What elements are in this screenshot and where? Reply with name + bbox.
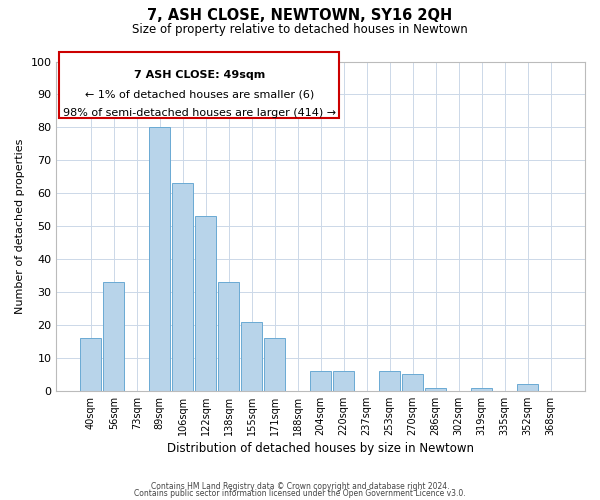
Bar (196, 216, 216, 391)
Bar (149, 128, 170, 391)
Bar (310, 371, 331, 391)
Text: Size of property relative to detached houses in Newtown: Size of property relative to detached ho… (132, 22, 468, 36)
Text: 7 ASH CLOSE: 49sqm: 7 ASH CLOSE: 49sqm (134, 70, 265, 80)
X-axis label: Distribution of detached houses by size in Newtown: Distribution of detached houses by size … (167, 442, 474, 455)
FancyBboxPatch shape (59, 52, 339, 118)
Bar (403, 374, 423, 391)
Text: 7, ASH CLOSE, NEWTOWN, SY16 2QH: 7, ASH CLOSE, NEWTOWN, SY16 2QH (148, 8, 452, 22)
Y-axis label: Number of detached properties: Number of detached properties (15, 138, 25, 314)
Bar (80, 338, 101, 391)
Bar (517, 384, 538, 391)
Bar (334, 371, 354, 391)
Bar (265, 338, 285, 391)
Text: Contains public sector information licensed under the Open Government Licence v3: Contains public sector information licen… (134, 489, 466, 498)
Text: Contains HM Land Registry data © Crown copyright and database right 2024.: Contains HM Land Registry data © Crown c… (151, 482, 449, 491)
Bar (241, 322, 262, 391)
Text: 98% of semi-detached houses are larger (414) →: 98% of semi-detached houses are larger (… (62, 108, 335, 118)
Bar (472, 388, 492, 391)
Bar (425, 388, 446, 391)
Bar (172, 184, 193, 391)
Bar (218, 282, 239, 391)
Text: ← 1% of detached houses are smaller (6): ← 1% of detached houses are smaller (6) (85, 90, 314, 100)
Bar (379, 371, 400, 391)
Bar (103, 282, 124, 391)
